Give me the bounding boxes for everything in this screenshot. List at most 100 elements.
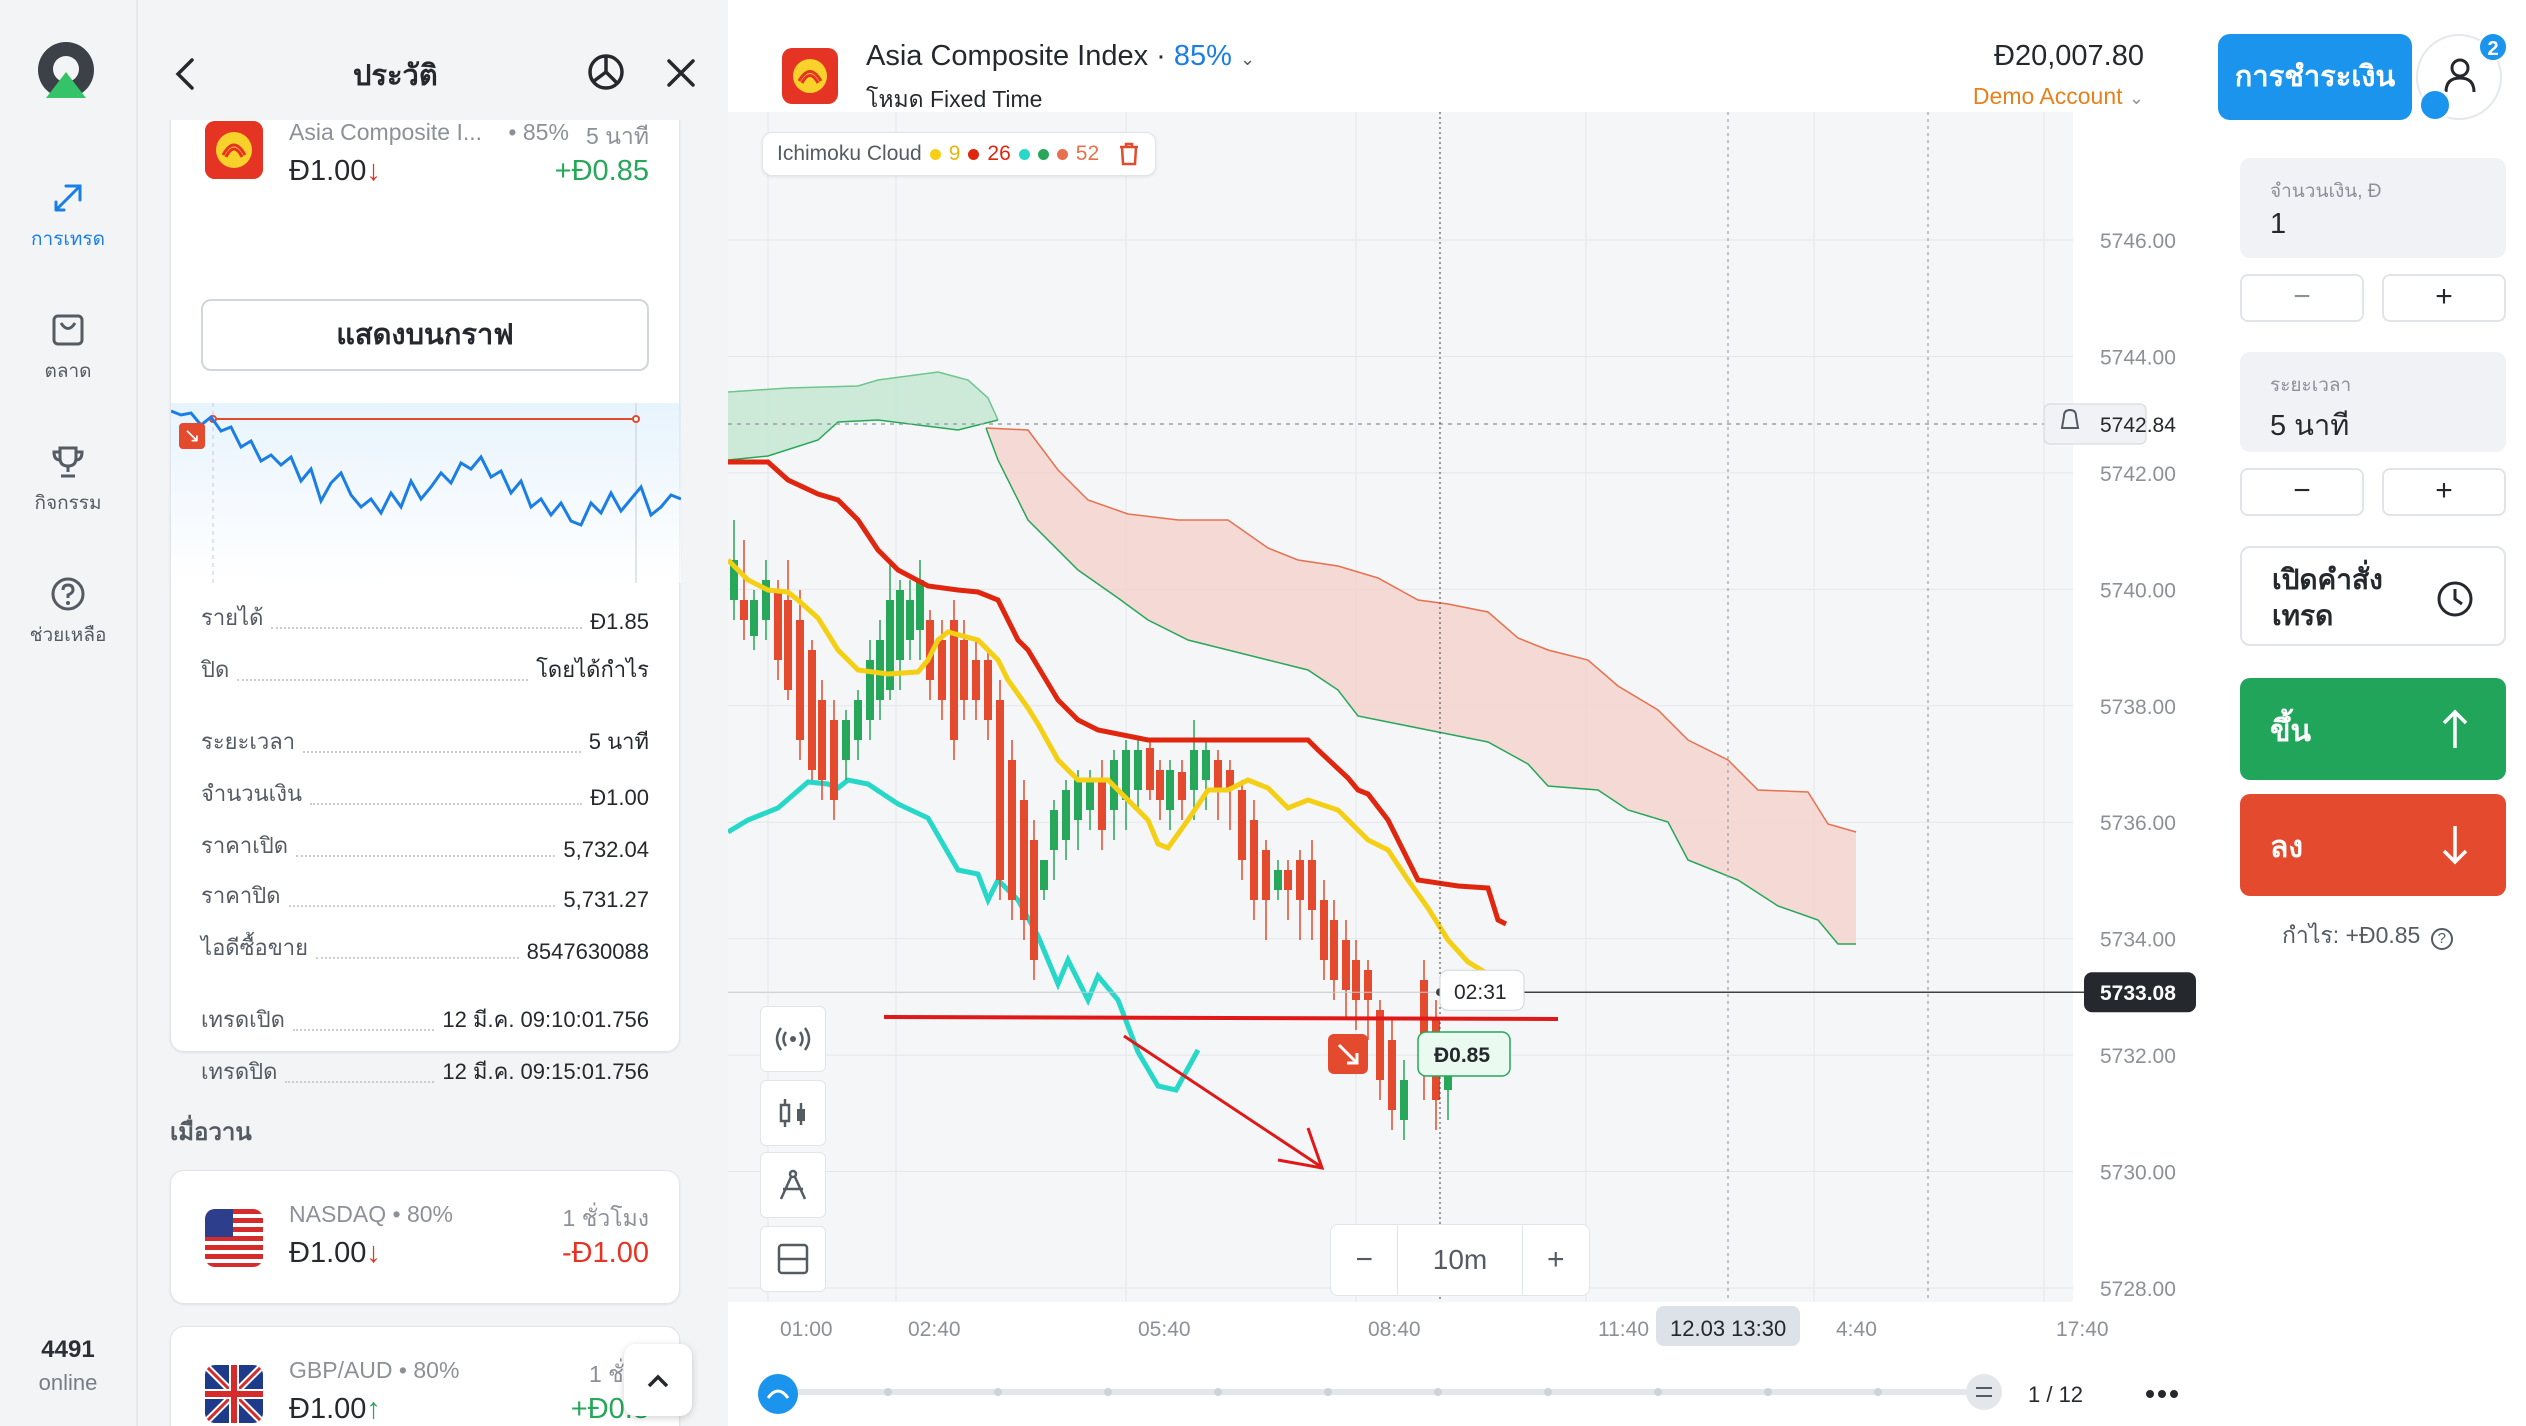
price-chart[interactable]: 5746.00 5744.00 5742.00 5740.00 5738.00 5736.… — [728, 0, 2218, 1426]
more-icon-dot — [2170, 1390, 2178, 1398]
zoom-control: − 10m + — [1330, 1224, 1590, 1296]
account-balance[interactable]: Đ20,007.80 Demo Account ⌄ — [1973, 40, 2144, 110]
indicator-tag[interactable]: Ichimoku Cloud 9 26 52 — [762, 132, 1157, 176]
candle-body — [1040, 860, 1048, 890]
pie-chart-icon[interactable] — [586, 52, 626, 92]
amount-value[interactable]: 1 — [2270, 208, 2287, 240]
up-label: ขึ้น — [2270, 715, 2312, 748]
duration-value[interactable]: 5 นาที — [2270, 410, 2350, 442]
live-signal-button[interactable] — [760, 1006, 826, 1072]
candle-body — [950, 620, 958, 740]
candle-body — [1030, 840, 1038, 960]
down-button[interactable]: ลง — [2240, 794, 2506, 896]
candle-body — [1178, 772, 1186, 800]
senkou-b-line — [985, 427, 1856, 945]
amount-minus-button[interactable]: − — [2240, 274, 2364, 322]
zoom-out-button[interactable]: − — [1331, 1225, 1399, 1295]
layout-button[interactable] — [760, 1226, 826, 1292]
amount-plus-button[interactable]: + — [2382, 274, 2506, 322]
duration-field[interactable]: ระยะเวลา 5 นาที — [2240, 352, 2506, 452]
duration-plus-button[interactable]: + — [2382, 468, 2506, 516]
more-icon-dot — [2158, 1390, 2166, 1398]
crosshair-time-label: 12.03 13:30 — [1670, 1316, 1786, 1341]
x-tick-label: 05:40 — [1138, 1318, 1191, 1341]
candle-body — [830, 720, 838, 800]
user-icon — [2444, 58, 2476, 93]
candle-body — [1086, 780, 1094, 810]
trade-mini-chart — [171, 403, 681, 583]
detail-row-income: รายได้ Đ1.85 — [201, 605, 649, 634]
candle-body — [1308, 860, 1316, 910]
detail-row-open-time: เทรดเปิด 12 มี.ค. 09:10:01.756 — [201, 1007, 649, 1032]
candle-body — [854, 700, 862, 740]
drawing-tools-button[interactable] — [760, 1152, 826, 1218]
duration-minus-button[interactable]: − — [2240, 468, 2364, 516]
past-trade-card[interactable]: NASDAQ • 80% 1 ชั่วโมง Đ1.00↓ -Đ1.00 — [170, 1170, 680, 1304]
candle-body — [1320, 900, 1328, 960]
x-tick-label: 4:40 — [1836, 1318, 1877, 1341]
candle-body — [1202, 750, 1210, 780]
chevron-up-icon — [647, 1374, 669, 1388]
nav-item-activity[interactable]: กิจกรรม — [0, 442, 136, 518]
close-icon[interactable] — [664, 56, 698, 90]
candle-body — [1376, 1010, 1384, 1080]
clock-icon — [2437, 581, 2473, 617]
zoom-in-button[interactable]: + — [1521, 1225, 1589, 1295]
candle-body — [1284, 870, 1292, 890]
order-panel: การชำระเงิน 2 จำนวนเงิน, Đ 1 − + ระยะเวล… — [2218, 0, 2526, 1426]
scroll-to-top-button[interactable] — [624, 1344, 692, 1416]
timeline-dot — [1434, 1388, 1442, 1396]
crosshair-time-tag — [1656, 1306, 1800, 1346]
chikou-span-line — [728, 777, 1201, 1093]
timeline-dot — [1324, 1388, 1332, 1396]
asset-selector[interactable]: Asia Composite Index · 85% ⌄ — [866, 40, 1256, 72]
candle-body — [1296, 860, 1304, 900]
trophy-icon — [52, 446, 84, 478]
candle-body — [984, 660, 992, 720]
nav-item-help[interactable]: ช่วยเหลือ — [0, 574, 136, 650]
trade-amount: Đ1.00↓ — [289, 155, 381, 187]
candle-body — [1214, 760, 1222, 790]
chevron-down-icon: ⌄ — [1239, 49, 1256, 69]
trade-pl-tag — [1417, 1031, 1511, 1077]
nav-item-market-label: ตลาด — [44, 361, 92, 382]
past-trade-card[interactable]: GBP/AUD • 80% 1 ชั่วโ Đ1.00↑ +Đ0.8 — [170, 1326, 680, 1426]
help-icon[interactable]: ? — [2430, 928, 2453, 950]
nav-item-help-label: ช่วยเหลือ — [29, 625, 107, 646]
arrow-down-icon — [2442, 826, 2468, 865]
timeline-end — [1966, 1374, 2002, 1410]
past-trade-amount: Đ1.00↑ — [289, 1393, 381, 1425]
detail-row-duration: ระยะเวลา 5 นาที — [201, 729, 649, 754]
candle-body — [1050, 810, 1058, 850]
duration-label: ระยะเวลา — [2270, 375, 2352, 396]
y-tick-label: 5742.00 — [2100, 463, 2176, 486]
history-header: ประวัติ — [138, 0, 728, 120]
candle-body — [1074, 780, 1082, 820]
amount-field[interactable]: จำนวนเงิน, Đ 1 — [2240, 158, 2506, 258]
annotation-arrow — [1123, 1034, 1321, 1168]
asset-flag-icon — [782, 48, 838, 104]
candle-body — [972, 660, 980, 700]
y-tick-label: 5730.00 — [2100, 1162, 2176, 1185]
alert-price-tag — [2043, 403, 2147, 445]
candle-body — [730, 560, 738, 600]
chart-type-button[interactable] — [760, 1080, 826, 1146]
timeline-handle-icon — [766, 1389, 790, 1399]
payment-button[interactable]: การชำระเงิน — [2218, 34, 2412, 120]
candlestick-icon — [779, 1099, 805, 1127]
candle-body — [1134, 750, 1142, 790]
candle-body — [926, 620, 934, 680]
delete-icon[interactable] — [1117, 141, 1141, 167]
nav-item-trade[interactable]: การเทรด — [0, 178, 136, 254]
trading-mode: โหมด Fixed Time — [866, 86, 1043, 112]
timeframe-label[interactable]: 10m — [1432, 1244, 1488, 1275]
up-button[interactable]: ขึ้น — [2240, 678, 2506, 780]
arrow-down-icon: ↓ — [366, 1237, 381, 1269]
gbp-aud-flag-icon — [205, 1365, 263, 1423]
open-order-button[interactable]: เปิดคำสั่งเทรด — [2240, 546, 2506, 646]
back-icon[interactable] — [172, 56, 200, 92]
nav-item-market[interactable]: ตลาด — [0, 310, 136, 386]
ichimoku-cloud-red — [986, 428, 1856, 944]
show-on-chart-button[interactable]: แสดงบนกราฟ — [201, 299, 649, 371]
detail-row-open-price: ราคาเปิด 5,732.04 — [201, 833, 649, 862]
